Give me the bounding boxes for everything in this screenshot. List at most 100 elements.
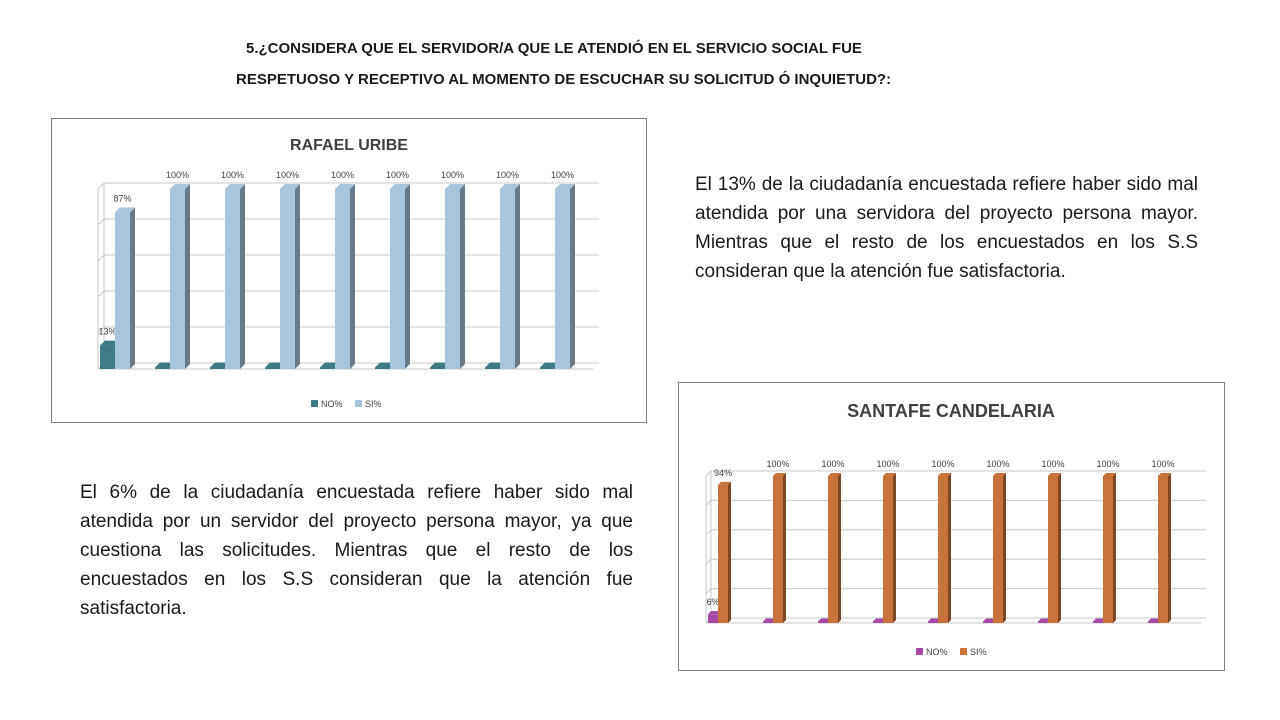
data-label: 100% (441, 170, 464, 180)
legend-swatch (916, 648, 923, 655)
bar-top (280, 184, 300, 189)
gridline-depth (705, 588, 712, 594)
legend-swatch (960, 648, 967, 655)
data-label: 100% (766, 459, 789, 469)
bar-no (155, 367, 170, 369)
bar-top (708, 611, 721, 615)
bar-si (1103, 476, 1113, 623)
gridline-depth (705, 500, 712, 506)
bar-si (500, 189, 515, 369)
bar-top (1103, 473, 1116, 476)
chart-santafe-candelaria-svg: SANTAFE CANDELARIA 6% 94% 100% 100% 100% 100% 1… (705, 401, 1206, 657)
bar-top (983, 618, 996, 622)
bar-side (130, 207, 135, 369)
bar-no (375, 367, 390, 369)
santafe-candelaria-description: El 6% de la ciudadanía encuestada refier… (80, 482, 633, 619)
data-label: 100% (1096, 459, 1119, 469)
gridline-depth (705, 470, 712, 477)
data-label: 100% (1041, 459, 1064, 469)
bar-side (570, 184, 575, 369)
gridline-depth (705, 558, 712, 565)
legend-label: SI% (970, 647, 987, 657)
bar-no (708, 614, 718, 623)
bar-side (948, 473, 951, 623)
bar-top (993, 473, 1006, 476)
gridline-depth (97, 182, 105, 190)
data-label: 100% (496, 170, 519, 180)
bar-no (818, 621, 828, 623)
bar-no (928, 621, 938, 623)
bar-top (170, 184, 190, 189)
bar-side (460, 184, 465, 369)
chart-title: RAFAEL URIBE (290, 137, 408, 154)
bar-si (773, 476, 783, 623)
bar-top (873, 618, 886, 622)
gridline-depth (97, 290, 105, 298)
data-label: 100% (331, 170, 354, 180)
rafael-uribe-description: El 13% de la ciudadanía encuestada refie… (695, 174, 1198, 282)
bar-top (1093, 618, 1106, 622)
data-label: 100% (386, 170, 409, 180)
bar-si (390, 189, 405, 369)
bar-top (115, 207, 135, 213)
legend-label: NO% (321, 399, 343, 409)
bar-si (938, 476, 948, 623)
bar-si (828, 476, 838, 623)
bar-no (1093, 621, 1103, 623)
bar-top (445, 184, 465, 189)
bar-si (1048, 476, 1058, 623)
bar-top (1148, 618, 1161, 622)
bar-si (170, 189, 185, 369)
bar-no (485, 367, 500, 369)
bar-no (540, 367, 555, 369)
bar-side (1168, 473, 1171, 623)
bar-top (390, 184, 410, 189)
legend-swatch (311, 400, 318, 407)
bar-no (1148, 621, 1158, 623)
bar-side (893, 473, 896, 623)
data-label: 87% (113, 193, 131, 203)
bar-top (225, 184, 245, 189)
gridline-depth (97, 254, 105, 262)
bar-no (763, 621, 773, 623)
bar-top (1038, 618, 1051, 622)
data-label: 100% (221, 170, 244, 180)
question-title-line2: RESPETUOSO Y RECEPTIVO AL MOMENTO DE ESC… (236, 71, 892, 88)
legend-label: SI% (365, 399, 382, 409)
bar-side (405, 184, 410, 369)
data-label: 100% (1151, 459, 1174, 469)
bar-no (210, 367, 225, 369)
bar-top (928, 618, 941, 622)
data-label: 100% (276, 170, 299, 180)
data-label: 100% (986, 459, 1009, 469)
bar-si (718, 484, 728, 623)
bar-top (718, 481, 731, 485)
bar-top (938, 473, 951, 476)
bar-top (1048, 473, 1061, 476)
bar-si (225, 189, 240, 369)
legend-swatch (355, 400, 362, 407)
bar-side (1058, 473, 1061, 623)
bar-top (773, 473, 786, 476)
data-label: 13% (98, 327, 116, 337)
bar-side (783, 473, 786, 623)
bar-si (335, 189, 350, 369)
bar-side (350, 184, 355, 369)
bar-no (873, 621, 883, 623)
chart-rafael-uribe: RAFAEL URIBE 13% 87% 100% 100% 100% 100% 100% 10… (51, 118, 647, 423)
bar-side (838, 473, 841, 623)
bar-side (515, 184, 520, 369)
bar-side (1113, 473, 1116, 623)
data-label: 100% (931, 459, 954, 469)
bar-si (555, 189, 570, 369)
bar-side (240, 184, 245, 369)
bar-si (445, 189, 460, 369)
data-label: 6% (706, 597, 719, 607)
chart-title: SANTAFE CANDELARIA (847, 401, 1055, 421)
data-label: 94% (714, 468, 732, 478)
bar-top (1158, 473, 1171, 476)
bar-side (1003, 473, 1006, 623)
data-label: 100% (876, 459, 899, 469)
bar-si (280, 189, 295, 369)
bar-no (430, 367, 445, 369)
